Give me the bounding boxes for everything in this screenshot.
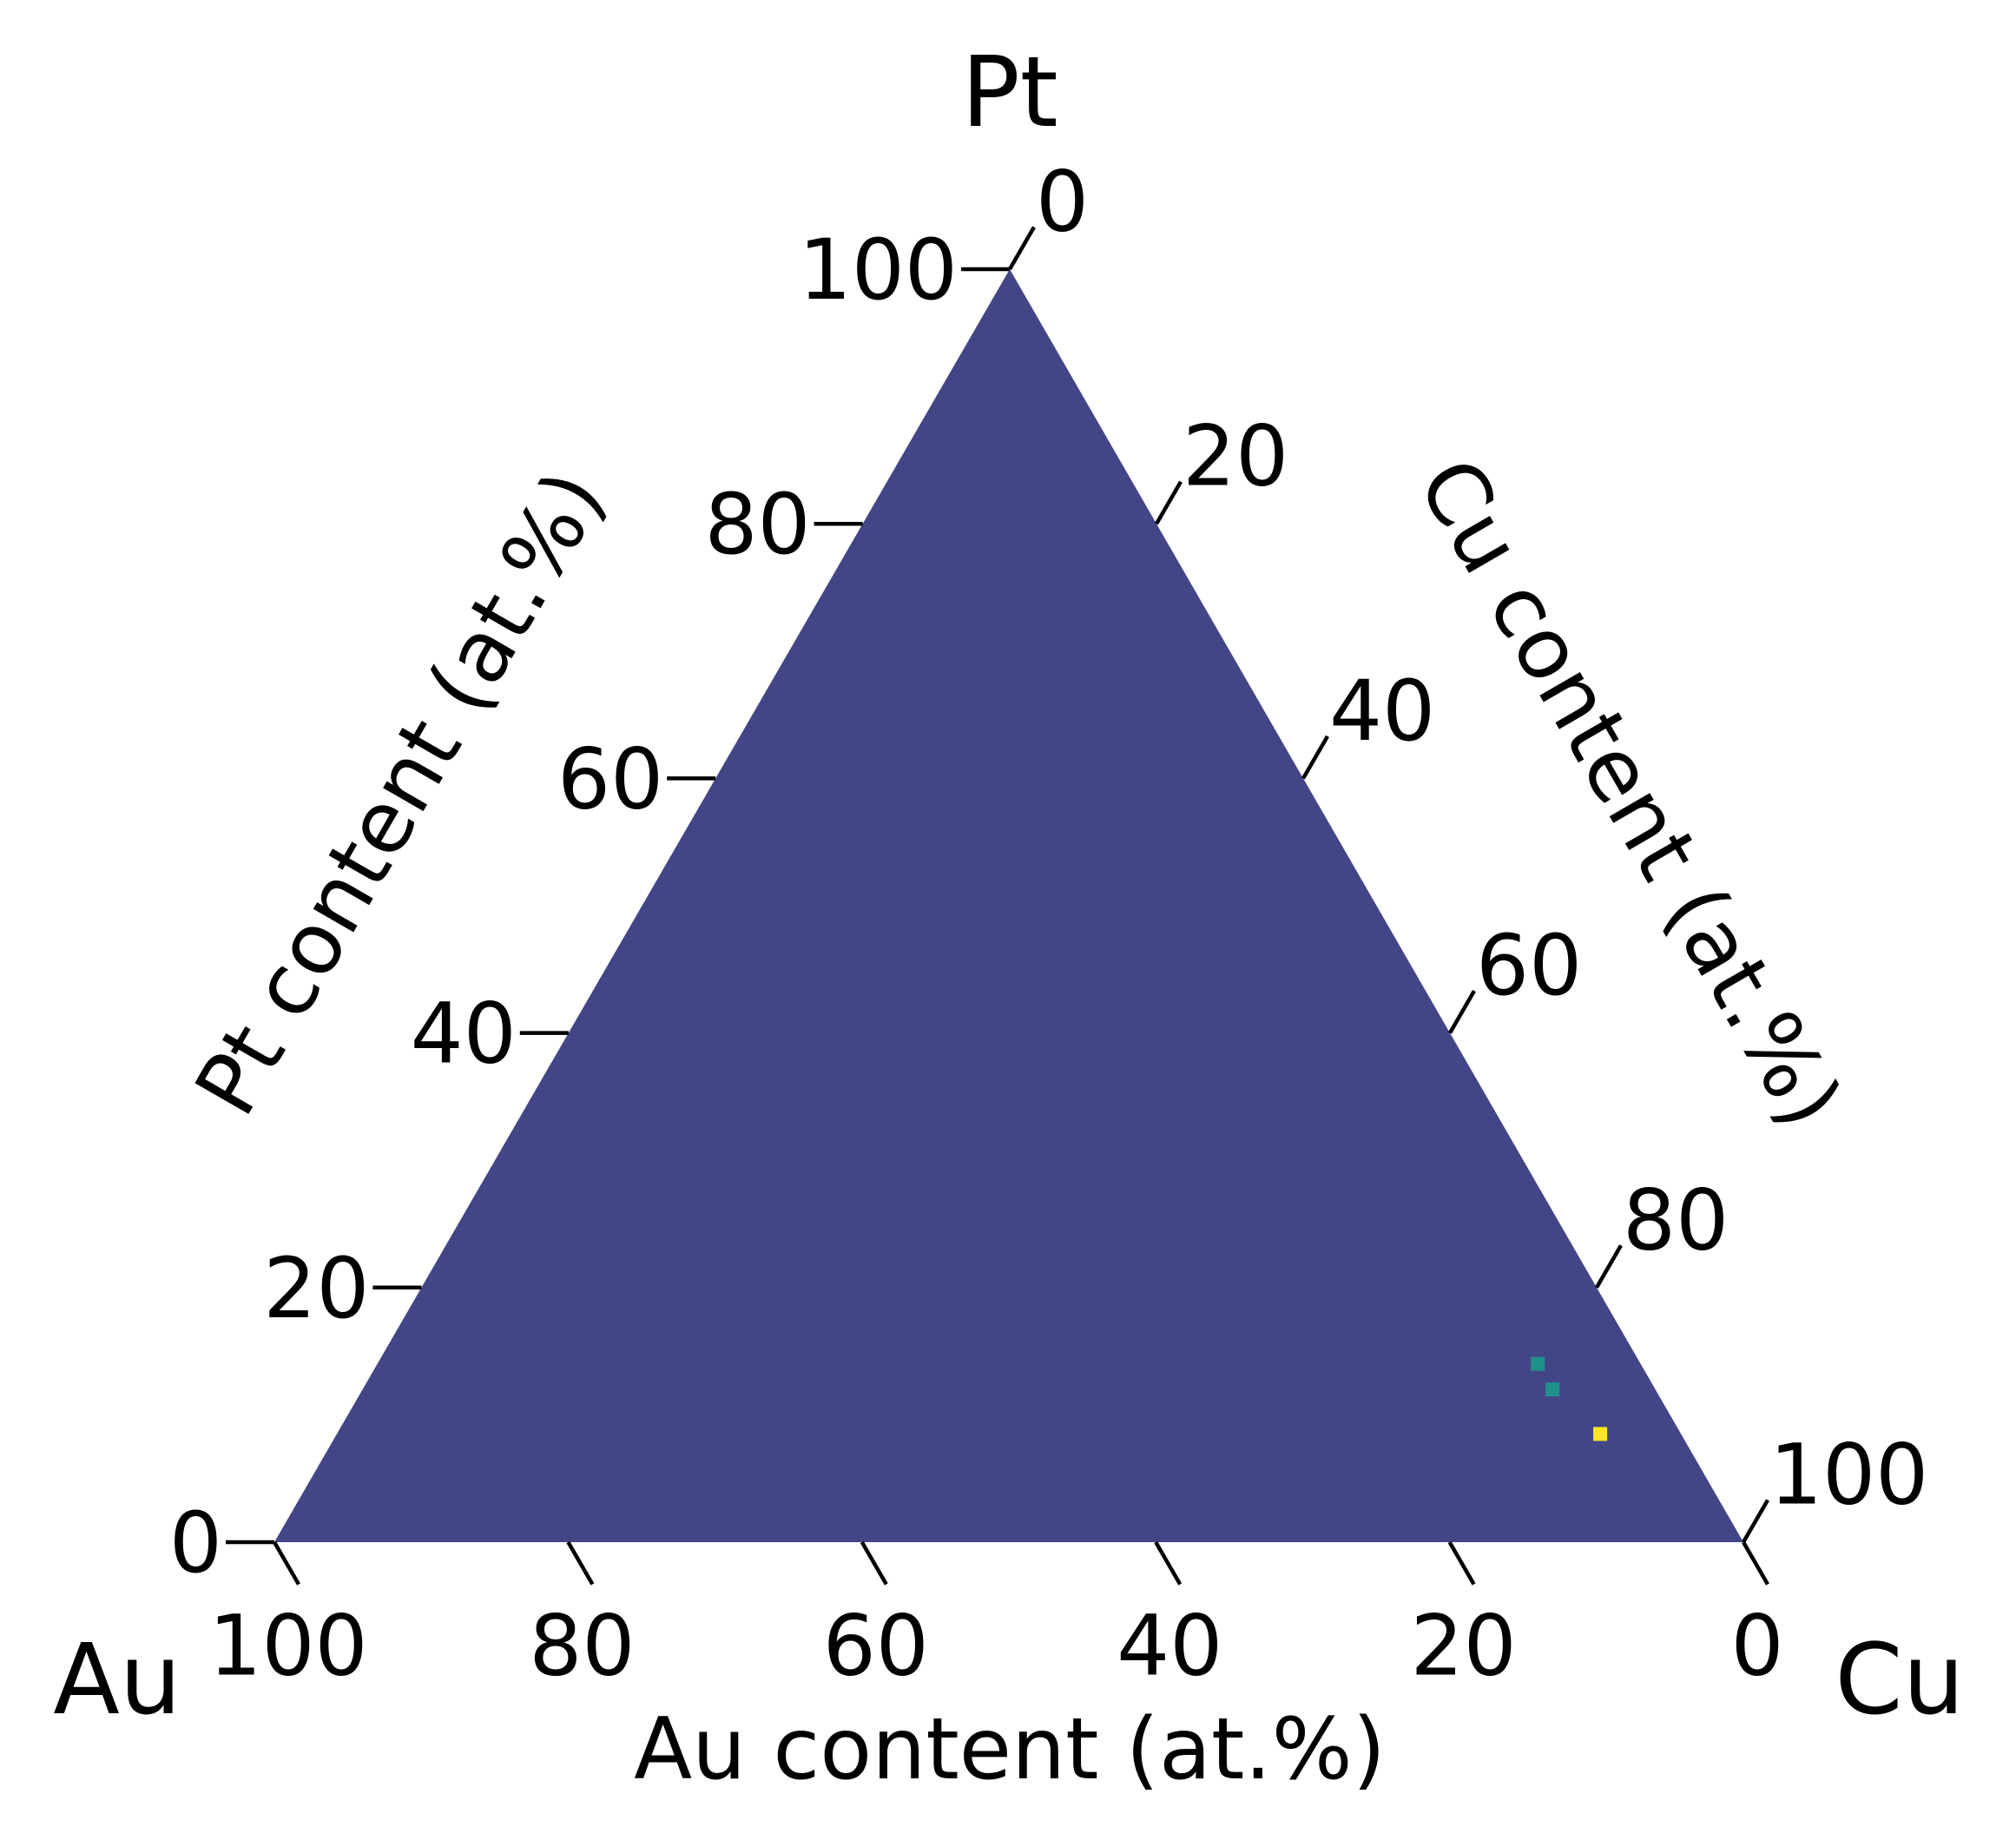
corner-label-left: Au bbox=[53, 1624, 181, 1737]
tick-bottom-3 bbox=[1154, 1540, 1183, 1586]
tick-label-bottom-4: 20 bbox=[1411, 1597, 1517, 1694]
tick-label-bottom-0: 100 bbox=[208, 1597, 367, 1694]
tick-label-right-5: 100 bbox=[1769, 1427, 1928, 1524]
tick-label-left-2: 40 bbox=[411, 986, 517, 1083]
tick-label-left-1: 20 bbox=[263, 1240, 369, 1337]
highlight-cell-1 bbox=[1545, 1382, 1560, 1397]
tick-label-right-1: 20 bbox=[1183, 408, 1288, 505]
tick-right-2 bbox=[1301, 735, 1329, 780]
axis-label-right: Cu content (at.%) bbox=[1398, 442, 1860, 1144]
tick-label-left-5: 100 bbox=[799, 221, 958, 319]
tick-bottom-5 bbox=[1742, 1540, 1769, 1586]
axis-label-bottom: Au content (at.%) bbox=[634, 1700, 1386, 1799]
highlight-cell-2 bbox=[1593, 1427, 1608, 1441]
tick-label-left-3: 60 bbox=[557, 730, 663, 828]
corner-label-right: Cu bbox=[1835, 1624, 1964, 1737]
tick-label-right-4: 80 bbox=[1623, 1171, 1729, 1269]
tick-label-right-2: 40 bbox=[1329, 663, 1435, 760]
tick-label-bottom-5: 0 bbox=[1730, 1597, 1783, 1694]
tick-bottom-2 bbox=[860, 1540, 888, 1586]
tick-label-bottom-1: 80 bbox=[529, 1597, 635, 1694]
tick-label-bottom-3: 40 bbox=[1117, 1597, 1222, 1694]
tick-bottom-0 bbox=[273, 1540, 300, 1586]
tick-label-left-0: 0 bbox=[169, 1494, 222, 1592]
tick-label-right-0: 0 bbox=[1036, 154, 1089, 251]
tick-label-bottom-2: 60 bbox=[823, 1597, 929, 1694]
highlight-cells bbox=[1531, 1356, 1608, 1441]
tick-right-4 bbox=[1595, 1244, 1623, 1289]
highlight-cell-0 bbox=[1531, 1356, 1545, 1371]
tick-marks bbox=[226, 226, 1769, 1586]
tick-label-left-4: 80 bbox=[704, 476, 810, 573]
tick-right-0 bbox=[1008, 226, 1036, 271]
tick-right-3 bbox=[1448, 989, 1476, 1034]
corner-label-top: Pt bbox=[961, 36, 1057, 149]
tick-bottom-4 bbox=[1447, 1540, 1476, 1586]
ternary-field bbox=[274, 269, 1743, 1542]
tick-label-right-3: 60 bbox=[1476, 917, 1582, 1014]
tick-right-1 bbox=[1155, 480, 1183, 525]
tick-right-5 bbox=[1742, 1499, 1769, 1544]
tick-bottom-1 bbox=[566, 1540, 595, 1586]
